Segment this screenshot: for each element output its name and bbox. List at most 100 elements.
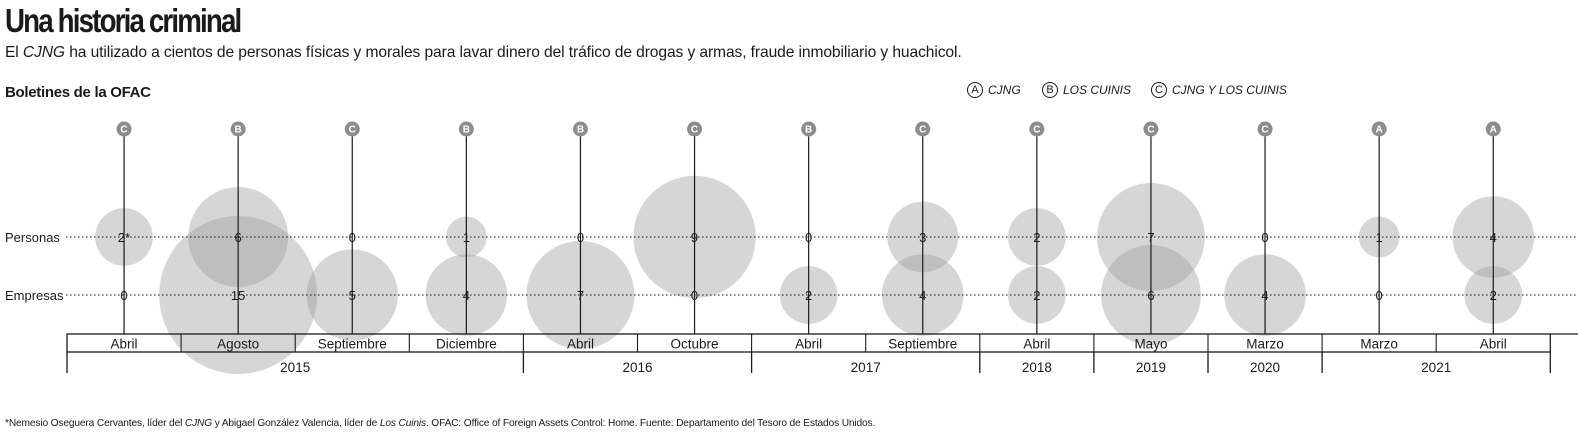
badge-letter-7: C (919, 125, 926, 136)
legend-label-c: CJNG Y LOS CUINIS (1172, 83, 1287, 97)
value-empresas-10: 4 (1261, 288, 1268, 303)
value-empresas-3: 4 (463, 288, 470, 303)
badge-6 (801, 121, 817, 137)
badge-11 (1371, 121, 1387, 137)
badge-0 (116, 121, 132, 137)
year-label-2017: 2017 (851, 360, 881, 375)
badge-9 (1143, 121, 1159, 137)
footnote: *Nemesio Oseguera Cervantes, líder del C… (5, 418, 875, 429)
year-label-2016: 2016 (622, 360, 652, 375)
value-personas-11: 1 (1376, 230, 1383, 245)
value-personas-9: 7 (1147, 230, 1154, 245)
legend-letter-a: A (967, 82, 983, 98)
month-label-9: Mayo (1134, 337, 1167, 352)
subtitle-after: ha utilizado a cientos de personas físic… (64, 44, 962, 61)
value-personas-8: 2 (1033, 230, 1040, 245)
footnote-part-3: Los Cuinis (379, 418, 426, 429)
badge-letter-2: C (349, 125, 356, 136)
value-personas-0: 2* (118, 230, 130, 245)
badge-letter-5: C (691, 125, 698, 136)
legend-item-a: A CJNG (967, 80, 1021, 100)
value-personas-2: 0 (349, 230, 356, 245)
badge-letter-8: C (1033, 125, 1040, 136)
row-label-empresas: Empresas (5, 288, 64, 303)
badge-letter-3: B (463, 125, 470, 136)
badge-letter-1: B (235, 125, 242, 136)
value-empresas-9: 6 (1147, 288, 1154, 303)
year-label-2021: 2021 (1421, 360, 1451, 375)
chart-subtitle: El CJNG ha utilizado a cientos de person… (5, 44, 962, 62)
month-label-0: Abril (111, 337, 138, 352)
value-empresas-5: 0 (691, 288, 698, 303)
month-label-3: Diciembre (436, 337, 497, 352)
legend-letter-b: B (1042, 82, 1058, 98)
badge-letter-11: A (1376, 125, 1383, 136)
footnote-part-4: . OFAC: Office of Foreign Assets Control… (425, 418, 876, 429)
value-personas-5: 9 (691, 230, 698, 245)
section-title: Boletines de la OFAC (5, 84, 151, 101)
value-empresas-1: 15 (231, 288, 245, 303)
value-empresas-11: 0 (1376, 288, 1383, 303)
value-empresas-7: 4 (919, 288, 926, 303)
badge-5 (687, 121, 703, 137)
legend-item-c: C CJNG Y LOS CUINIS (1151, 80, 1287, 100)
footnote-part-2: y Abigael González Valencia, líder de (212, 418, 380, 429)
row-label-personas: Personas (5, 230, 60, 245)
value-personas-10: 0 (1261, 230, 1268, 245)
month-label-12: Abril (1480, 337, 1507, 352)
year-label-2020: 2020 (1250, 360, 1280, 375)
month-label-1: Agosto (217, 337, 259, 352)
legend-label-b: LOS CUINIS (1063, 83, 1132, 97)
badge-12 (1485, 121, 1501, 137)
value-personas-6: 0 (805, 230, 812, 245)
legend-letter-c: C (1151, 82, 1167, 98)
badge-2 (344, 121, 360, 137)
badge-letter-10: C (1261, 125, 1268, 136)
value-personas-4: 0 (577, 230, 584, 245)
month-label-7: Septiembre (888, 337, 957, 352)
subtitle-em: CJNG (22, 44, 65, 61)
value-personas-1: 6 (235, 230, 242, 245)
footnote-part-0: *Nemesio Oseguera Cervantes, líder del (5, 418, 185, 429)
month-label-2: Septiembre (318, 337, 387, 352)
value-empresas-2: 5 (349, 288, 356, 303)
value-personas-12: 4 (1490, 230, 1497, 245)
badge-letter-6: B (805, 125, 812, 136)
value-empresas-12: 2 (1490, 288, 1497, 303)
month-label-10: Marzo (1246, 337, 1284, 352)
subtitle-before: El (5, 44, 23, 61)
badge-1 (230, 121, 246, 137)
month-box (66, 333, 1551, 353)
value-empresas-8: 2 (1033, 288, 1040, 303)
labels-layer: Personas Empresas 2* 0 C 6 15 B 0 5 C 1 4 B 0 7 B 9 0 C 0 2 B 3… (5, 121, 1501, 303)
badge-letter-9: C (1147, 125, 1154, 136)
value-personas-7: 3 (919, 230, 926, 245)
year-label-2015: 2015 (280, 360, 310, 375)
timeline-axis: Abril Agosto Septiembre Diciembre Abril Octub… (66, 333, 1578, 375)
badge-7 (915, 121, 931, 137)
value-empresas-6: 2 (805, 288, 812, 303)
value-empresas-4: 7 (577, 288, 584, 303)
year-label-2018: 2018 (1022, 360, 1052, 375)
value-personas-3: 1 (463, 230, 470, 245)
badge-4 (572, 121, 588, 137)
chart-title: Una historia criminal (5, 2, 242, 39)
year-label-2019: 2019 (1136, 360, 1166, 375)
month-label-6: Abril (795, 337, 822, 352)
footnote-part-1: CJNG (184, 418, 213, 429)
month-label-5: Octubre (671, 337, 719, 352)
badge-8 (1029, 121, 1045, 137)
badge-10 (1257, 121, 1273, 137)
badge-letter-4: B (577, 125, 584, 136)
month-label-11: Marzo (1360, 337, 1398, 352)
badge-letter-12: A (1490, 125, 1497, 136)
month-label-8: Abril (1023, 337, 1050, 352)
value-empresas-0: 0 (120, 288, 127, 303)
badge-3 (458, 121, 474, 137)
guides-layer (66, 136, 1578, 334)
legend-label-a: CJNG (988, 83, 1021, 97)
legend-item-b: B LOS CUINIS (1042, 80, 1131, 100)
badge-letter-0: C (120, 125, 127, 136)
month-label-4: Abril (567, 337, 594, 352)
